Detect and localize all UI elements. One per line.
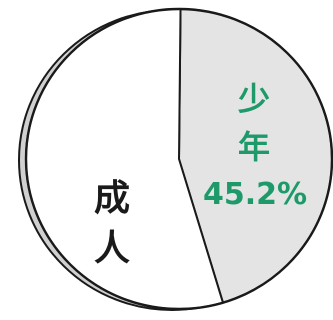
- slice-label-adult-line-1: 成: [94, 178, 130, 219]
- pie-outline: [24, 7, 333, 311]
- slice-label-youth-line-2: 年: [238, 128, 270, 166]
- slice-label-youth-line-1: 少: [238, 80, 270, 118]
- pie-slices: [24, 8, 333, 310]
- slice-label-adult-line-2: 人: [94, 228, 130, 269]
- slice-value-youth: 45.2%: [203, 177, 307, 212]
